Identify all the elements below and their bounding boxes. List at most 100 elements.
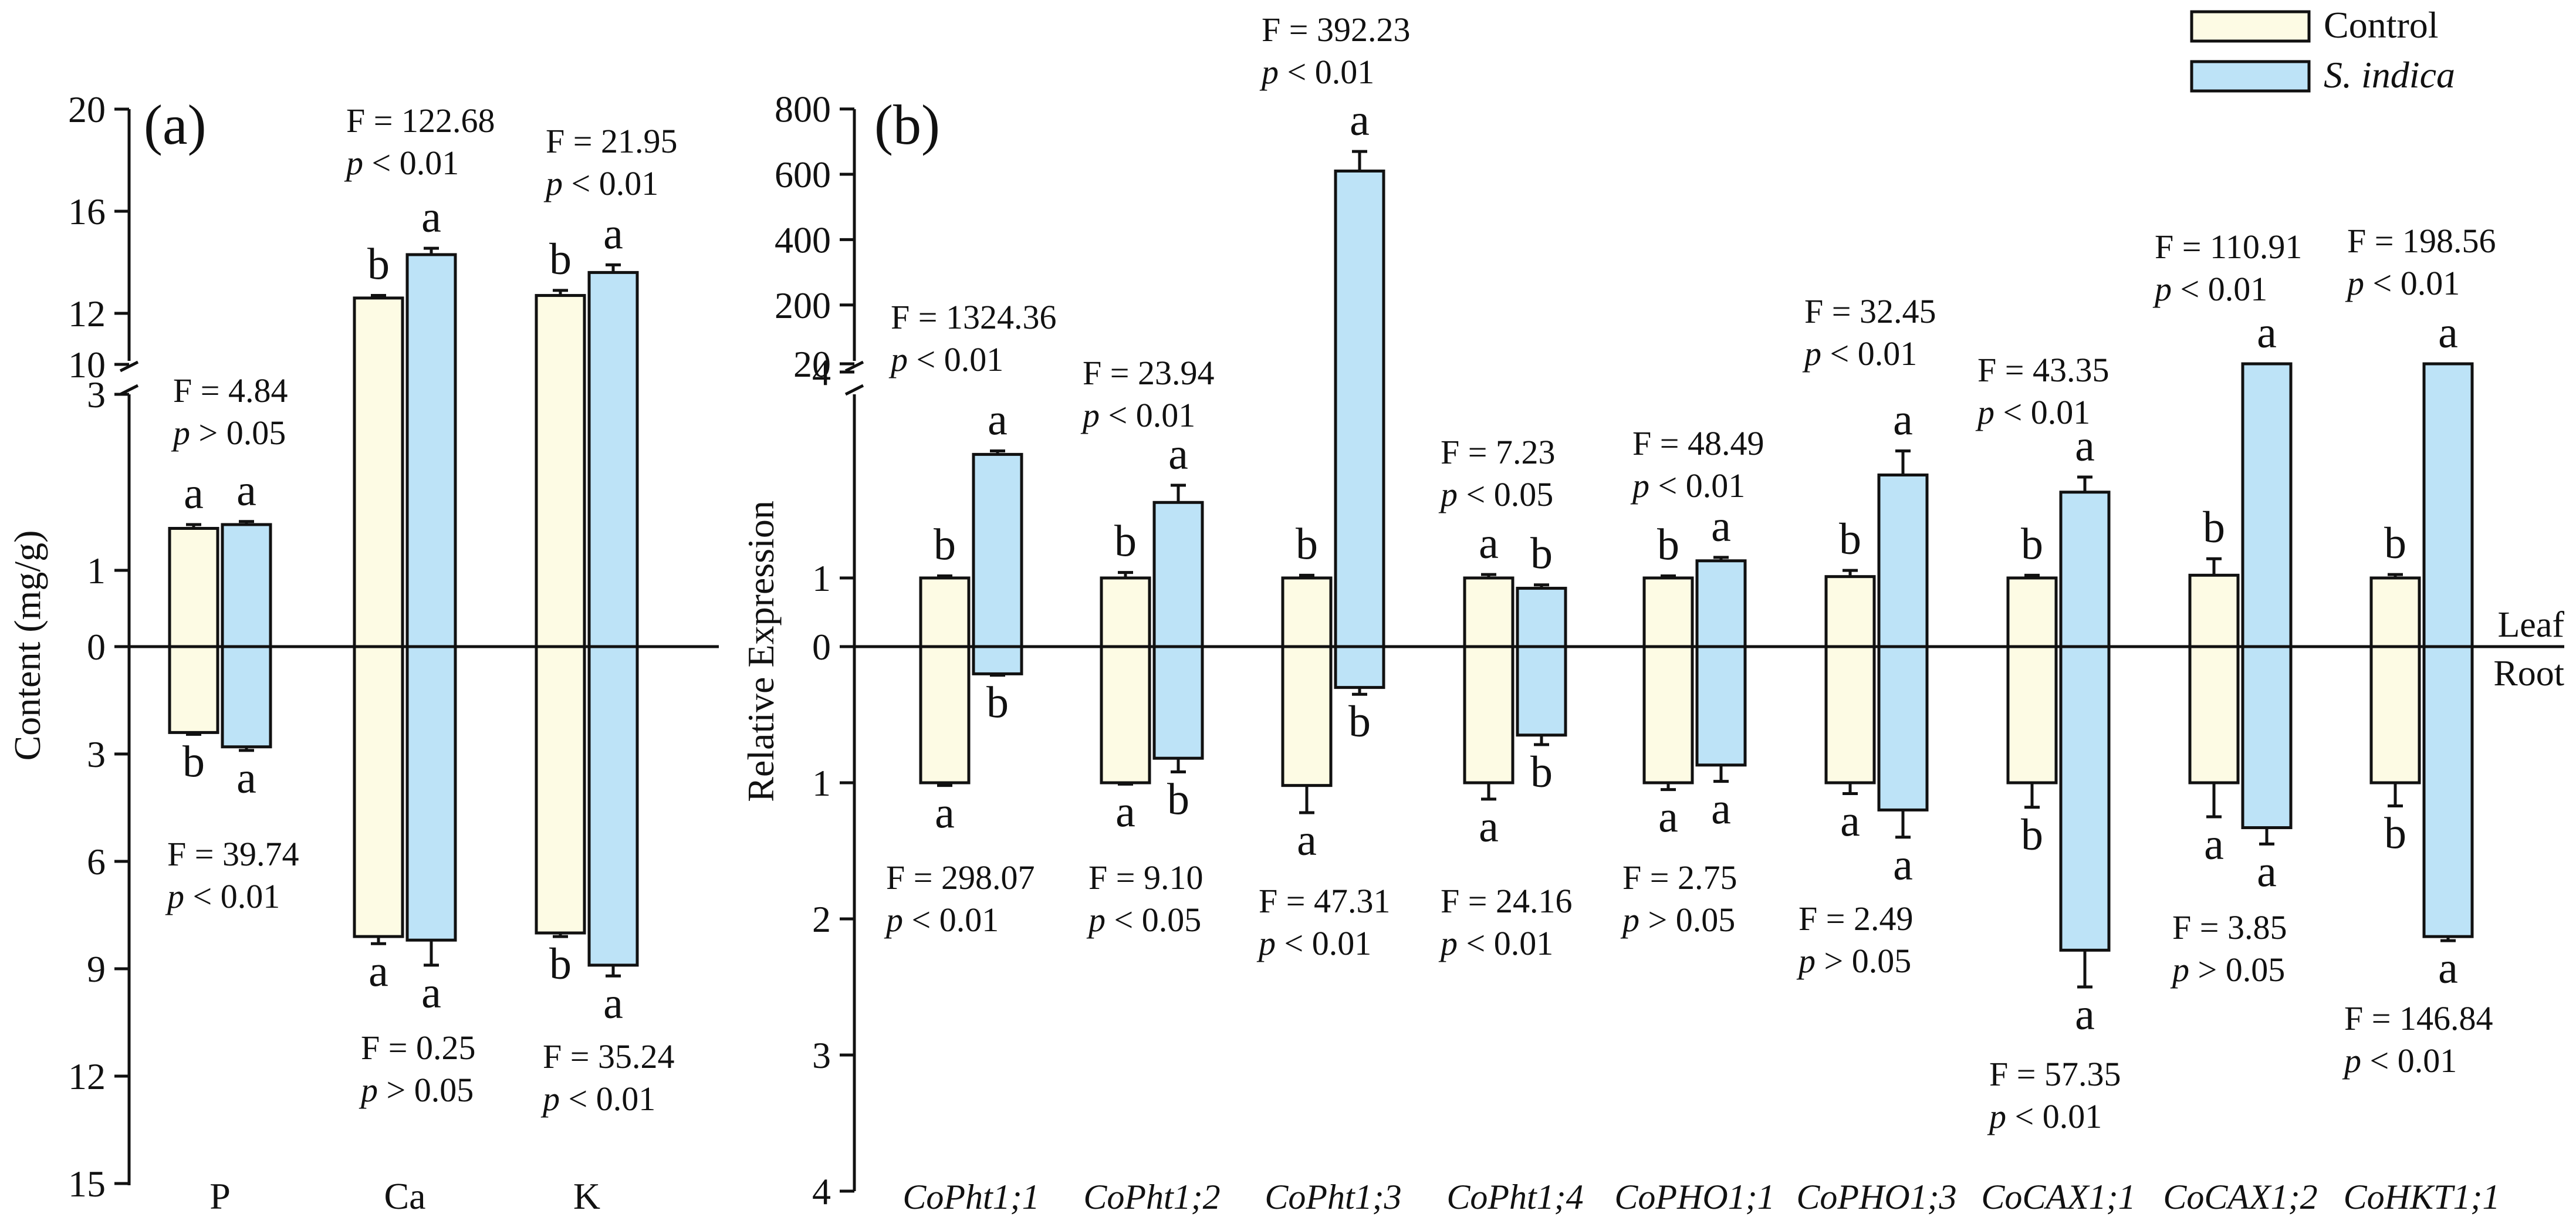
p-value-root: p > 0.05: [1796, 942, 1911, 980]
bar-leaf-sindica: [587, 271, 639, 648]
significance-letter: a: [1479, 802, 1499, 851]
error-bar: [1534, 735, 1549, 746]
bar-root-sindica: [221, 645, 272, 749]
significance-letter: a: [2075, 990, 2095, 1039]
bar-leaf-control: [1281, 576, 1333, 648]
p-value-root: p < 0.01: [884, 901, 999, 939]
error-bar: [186, 523, 201, 529]
y-tick-label: 400: [775, 219, 831, 261]
significance-letter: a: [2257, 308, 2277, 357]
y-tick-label: 3: [812, 1034, 831, 1076]
y-axis-label: Relative Expression: [740, 501, 782, 802]
p-value-leaf: p < 0.01: [543, 164, 658, 202]
bar-root-sindica: [2422, 645, 2474, 938]
panel-label: (a): [144, 93, 207, 156]
f-statistic-leaf: F = 21.95: [546, 122, 677, 160]
bar-leaf-sindica: [1877, 474, 1929, 648]
error-bar: [1481, 573, 1496, 578]
leaf-label: Leaf: [2497, 605, 2564, 645]
axis-break-mark: [844, 360, 864, 373]
axis-break-mark: [119, 360, 139, 373]
error-bar: [937, 783, 952, 787]
y-tick-label: 800: [775, 89, 831, 130]
p-value-leaf: p < 0.01: [1080, 396, 1195, 434]
error-bar: [239, 520, 254, 525]
f-statistic-root: F = 3.85: [2172, 908, 2287, 946]
bar-root-sindica: [1334, 645, 1385, 689]
error-bar: [371, 294, 386, 298]
significance-letter: b: [934, 520, 956, 569]
significance-letter: a: [1658, 793, 1678, 842]
bar-root-sindica: [2241, 645, 2293, 830]
significance-letter: b: [1296, 519, 1318, 569]
error-bar: [2024, 573, 2040, 578]
error-bar: [371, 936, 386, 945]
bar-leaf-control: [2188, 573, 2240, 648]
error-bar: [186, 732, 201, 736]
f-statistic-root: F = 2.49: [1799, 900, 1913, 938]
error-bar: [1843, 569, 1858, 577]
f-statistic-leaf: F = 7.23: [1441, 433, 1555, 471]
bar-root-control: [1642, 645, 1694, 785]
error-bar: [1299, 785, 1314, 814]
bar-leaf-sindica: [1516, 587, 1567, 648]
y-tick-label: 3: [87, 374, 106, 415]
significance-letter: a: [421, 968, 441, 1017]
y-tick-label: 10: [68, 344, 106, 386]
p-value-root: p < 0.01: [2342, 1042, 2457, 1080]
bar-leaf-control: [919, 576, 971, 648]
significance-letter: b: [549, 235, 572, 284]
significance-letter: b: [367, 240, 390, 289]
f-statistic-root: F = 57.35: [1989, 1055, 2121, 1093]
significance-letter: b: [549, 939, 572, 989]
p-value-leaf: p < 0.01: [1259, 53, 1374, 91]
bar-leaf-sindica: [405, 253, 457, 648]
bar-root-control: [1100, 645, 1151, 785]
significance-letter: a: [184, 469, 204, 518]
y-tick-label: 1: [812, 762, 831, 804]
f-statistic-root: F = 24.16: [1441, 882, 1572, 920]
bar-root-sindica: [972, 645, 1023, 675]
f-statistic-root: F = 9.10: [1088, 858, 1203, 897]
error-bar: [1534, 583, 1549, 589]
y-tick-label: 15: [68, 1163, 106, 1205]
y-tick-label: 6: [87, 841, 106, 883]
error-bar: [553, 933, 568, 938]
bar-root-control: [2188, 645, 2240, 785]
bar-leaf-control: [1642, 576, 1694, 648]
significance-letter: a: [1893, 840, 1913, 890]
bar-leaf-control: [1463, 576, 1515, 648]
error-bar: [606, 965, 621, 978]
significance-letter: b: [1839, 515, 1861, 564]
error-bar: [1171, 758, 1186, 773]
error-bar: [1661, 783, 1676, 792]
gene-label: CoPht1;2: [1083, 1178, 1220, 1216]
y-tick-label: 2: [812, 898, 831, 940]
error-bar: [2206, 557, 2222, 576]
p-value-root: p > 0.05: [1620, 901, 1735, 939]
error-bar: [2206, 783, 2222, 819]
error-bar: [553, 289, 568, 296]
category-label: P: [209, 1175, 231, 1217]
bar-leaf-sindica: [972, 452, 1023, 648]
bar-root-control: [353, 645, 404, 938]
f-statistic-leaf: F = 23.94: [1083, 354, 1214, 392]
significance-letter: a: [1840, 797, 1860, 846]
bar-root-control: [2006, 645, 2058, 785]
bar-root-sindica: [1695, 645, 1747, 767]
p-value-root: p < 0.01: [1987, 1097, 2102, 1135]
f-statistic-root: F = 0.25: [361, 1029, 475, 1067]
f-statistic-root: F = 39.74: [167, 835, 299, 873]
f-statistic-root: F = 2.75: [1622, 858, 1737, 897]
bar-leaf-sindica: [2422, 362, 2474, 648]
error-bar: [239, 746, 254, 752]
f-statistic-leaf: F = 32.45: [1804, 292, 1936, 330]
error-bar: [1661, 574, 1676, 578]
significance-letter: a: [1479, 519, 1499, 568]
error-bar: [1352, 150, 1367, 171]
bar-leaf-control: [168, 527, 219, 648]
bar-leaf-control: [1824, 575, 1876, 648]
p-value-root: p < 0.01: [1256, 924, 1371, 962]
